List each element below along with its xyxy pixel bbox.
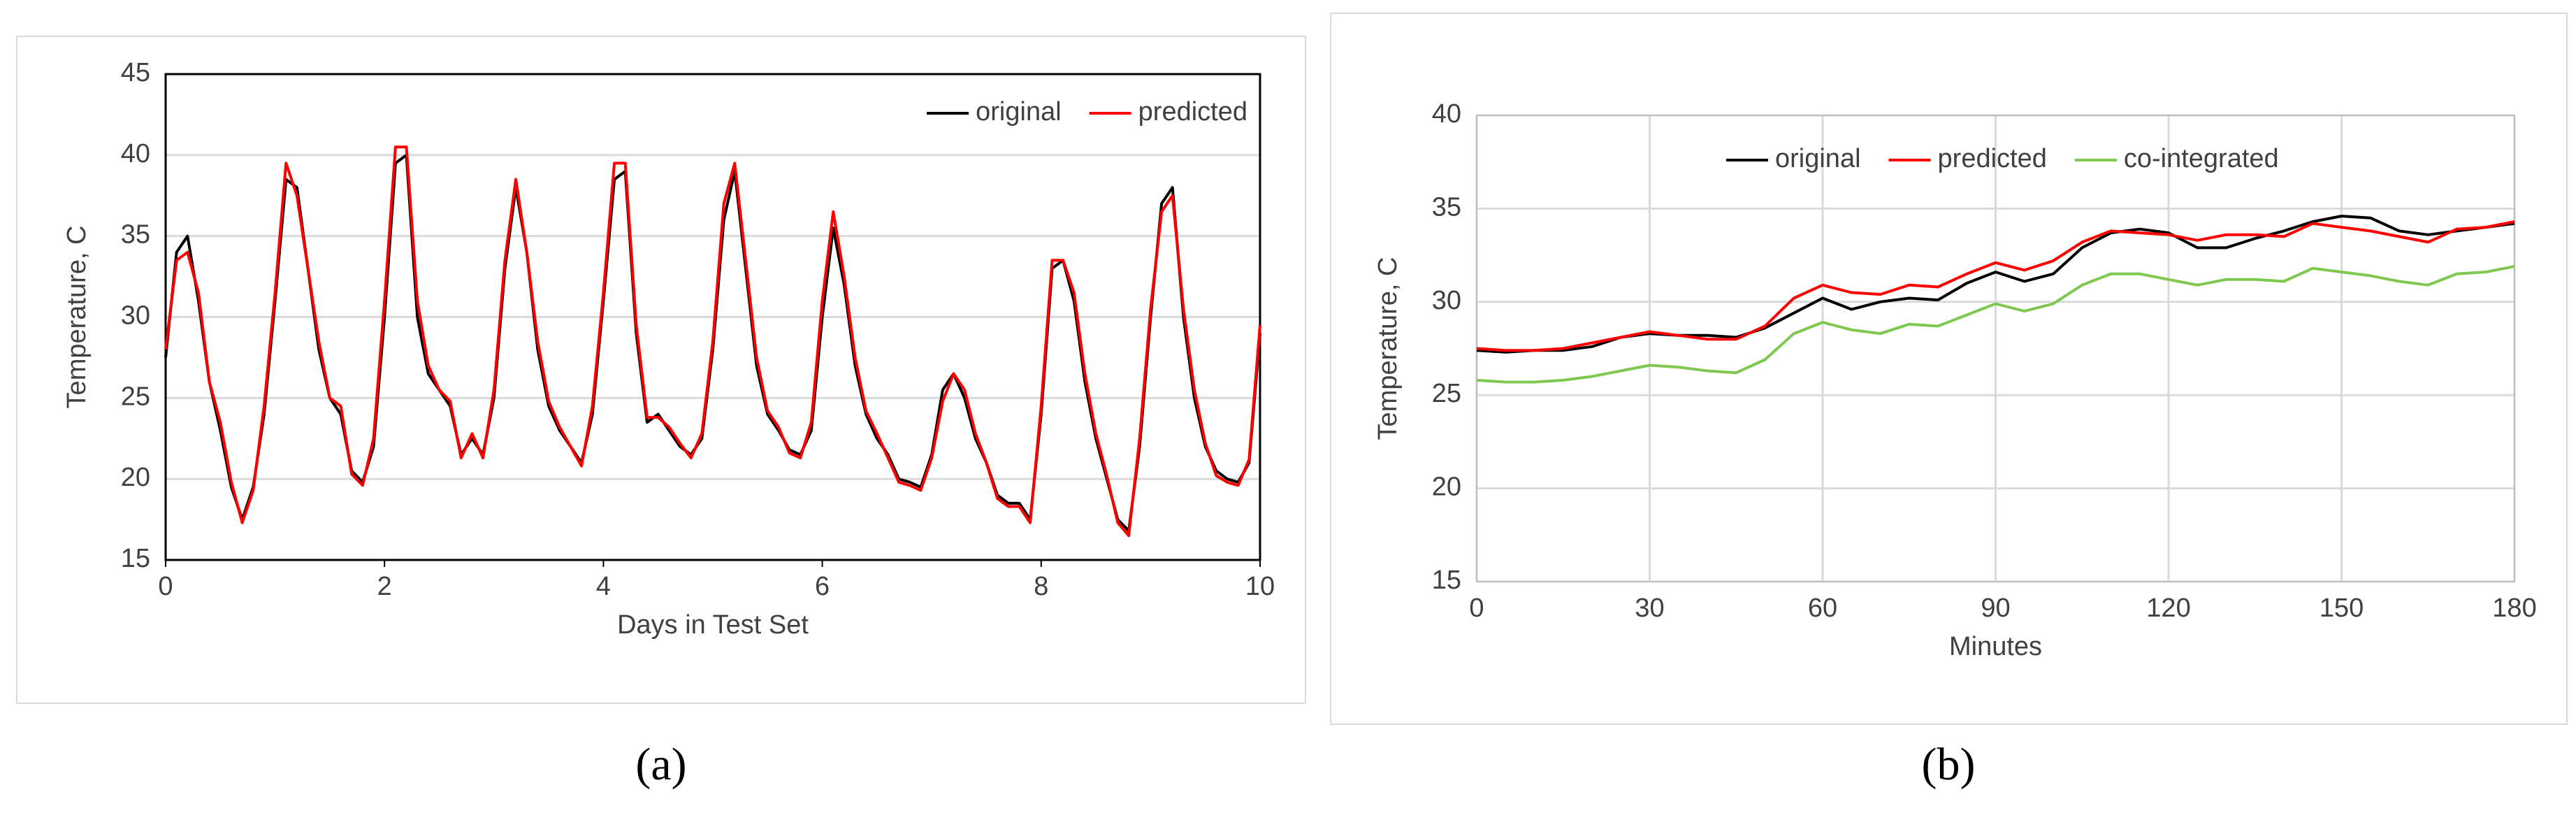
series-line: [1476, 220, 2515, 352]
caption: (b): [1922, 739, 1976, 790]
x-tick-label: 10: [1245, 572, 1275, 601]
y-tick-label: 15: [1432, 566, 1461, 595]
x-tick-label: 6: [815, 572, 830, 601]
x-tick-label: 180: [2492, 594, 2536, 623]
y-tick-label: 40: [121, 139, 150, 168]
x-tick-label: 90: [1981, 594, 2010, 623]
y-tick-label: 40: [1432, 99, 1461, 129]
y-tick-label: 20: [1432, 473, 1461, 502]
legend-label: original: [976, 97, 1062, 127]
x-tick-label: 0: [1469, 594, 1484, 623]
x-axis-title: Days in Test Set: [617, 610, 809, 640]
x-tick-label: 0: [158, 572, 173, 601]
y-tick-label: 25: [121, 382, 150, 411]
x-tick-label: 2: [377, 572, 392, 601]
series-line: [164, 145, 1261, 538]
x-tick-label: 30: [1635, 594, 1664, 623]
y-tick-label: 45: [121, 58, 150, 87]
series-line: [1476, 215, 2515, 354]
x-tick-label: 150: [2320, 594, 2364, 623]
x-tick-label: 4: [596, 572, 611, 601]
y-tick-label: 15: [121, 544, 150, 573]
y-axis-title: Temperature, C: [62, 226, 92, 409]
x-axis-title: Minutes: [1949, 632, 2042, 661]
plot-frame: [164, 73, 1261, 561]
y-axis-title: Temperature, C: [1373, 257, 1403, 440]
legend-label: co-integrated: [2124, 144, 2279, 173]
y-tick-label: 35: [121, 220, 150, 250]
legend-label: predicted: [1138, 97, 1247, 127]
y-tick-label: 35: [1432, 192, 1461, 222]
x-tick-label: 8: [1034, 572, 1048, 601]
series-line: [1476, 265, 2515, 384]
x-tick-label: 60: [1808, 594, 1837, 623]
panel-a-frame: [16, 36, 1306, 704]
y-tick-label: 20: [121, 463, 150, 492]
legend-label: predicted: [1938, 144, 2047, 173]
y-tick-label: 25: [1432, 379, 1461, 408]
panel-b-frame: [1330, 13, 2568, 725]
x-tick-label: 120: [2146, 594, 2190, 623]
caption: (a): [635, 739, 686, 790]
y-tick-label: 30: [121, 301, 150, 331]
y-tick-label: 30: [1432, 286, 1461, 315]
legend-label: original: [1775, 144, 1861, 173]
